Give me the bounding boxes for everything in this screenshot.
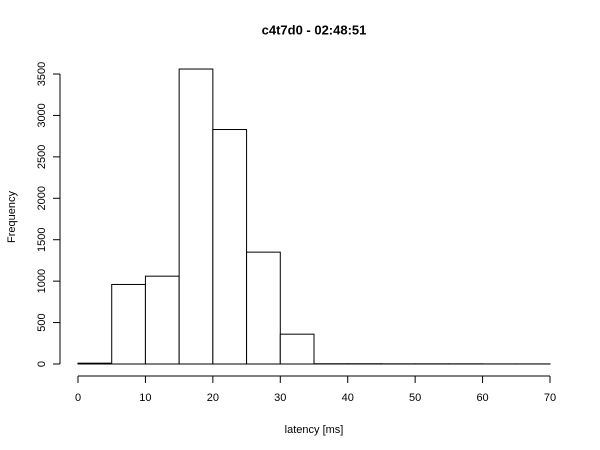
bar <box>178 68 214 365</box>
bar <box>77 362 113 365</box>
bar <box>144 275 180 365</box>
y-tick-label: 2500 <box>36 145 48 169</box>
y-tick-label: 1500 <box>36 227 48 251</box>
x-tick-label: 10 <box>139 392 151 404</box>
x-axis-label: latency [ms] <box>285 424 344 436</box>
y-tick-label: 0 <box>36 361 48 367</box>
bar <box>246 251 281 365</box>
x-tick-label: 70 <box>544 392 556 404</box>
y-tick-label: 3500 <box>36 62 48 86</box>
chart-title: c4t7d0 - 02:48:51 <box>262 22 367 37</box>
x-tick-label: 20 <box>207 392 219 404</box>
y-tick-label: 1000 <box>36 269 48 293</box>
x-tick-label: 40 <box>342 392 354 404</box>
bar <box>279 333 315 365</box>
y-tick-label: 500 <box>36 313 48 331</box>
y-tick-label: 3000 <box>36 103 48 127</box>
x-tick-label: 30 <box>274 392 286 404</box>
x-tick-label: 60 <box>476 392 488 404</box>
y-tick-label: 2000 <box>36 186 48 210</box>
x-tick-label: 50 <box>409 392 421 404</box>
bar <box>212 129 248 365</box>
y-axis-label: Frequency <box>6 191 18 243</box>
x-tick-label: 0 <box>75 392 81 404</box>
bar <box>111 283 146 365</box>
